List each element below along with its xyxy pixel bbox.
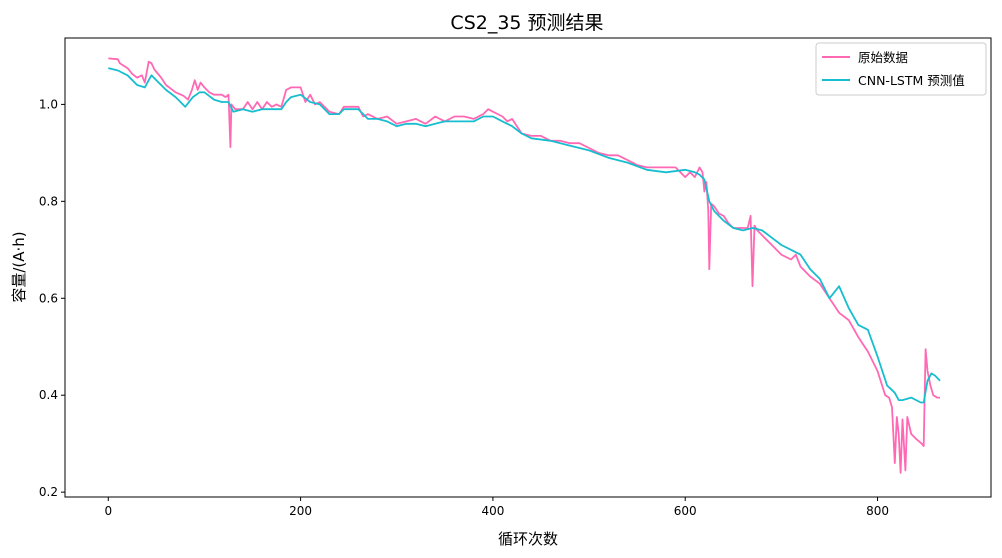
plot-area <box>64 37 992 498</box>
chart-title: CS2_35 预测结果 <box>450 12 603 34</box>
x-tick-label: 600 <box>674 504 697 518</box>
y-axis-label: 容量/(A·h) <box>10 231 28 302</box>
legend-box <box>815 42 987 96</box>
legend-label-raw-data: 原始数据 <box>858 50 908 65</box>
x-tick-label: 0 <box>104 504 112 518</box>
x-tick-label: 200 <box>289 504 312 518</box>
y-tick-label: 0.2 <box>39 485 58 499</box>
y-tick-label: 0.6 <box>39 291 58 305</box>
legend: 原始数据 CNN-LSTM 预测值 <box>815 42 987 96</box>
x-axis-label: 循环次数 <box>498 530 558 548</box>
series-line-cnn-lstm-prediction <box>108 67 941 404</box>
y-axis-ticks: 0.2 0.4 0.6 0.8 1.0 <box>39 97 65 499</box>
y-tick-label: 0.8 <box>39 194 58 208</box>
series-line-raw-data <box>108 57 940 474</box>
y-tick-label: 0.4 <box>39 388 58 402</box>
x-tick-label: 400 <box>481 504 504 518</box>
y-tick-label: 1.0 <box>39 97 58 111</box>
x-axis-ticks: 0 200 400 600 800 <box>104 497 889 518</box>
plot-content <box>108 57 941 474</box>
legend-label-cnn-lstm-prediction: CNN-LSTM 预测值 <box>858 73 965 88</box>
x-tick-label: 800 <box>866 504 889 518</box>
